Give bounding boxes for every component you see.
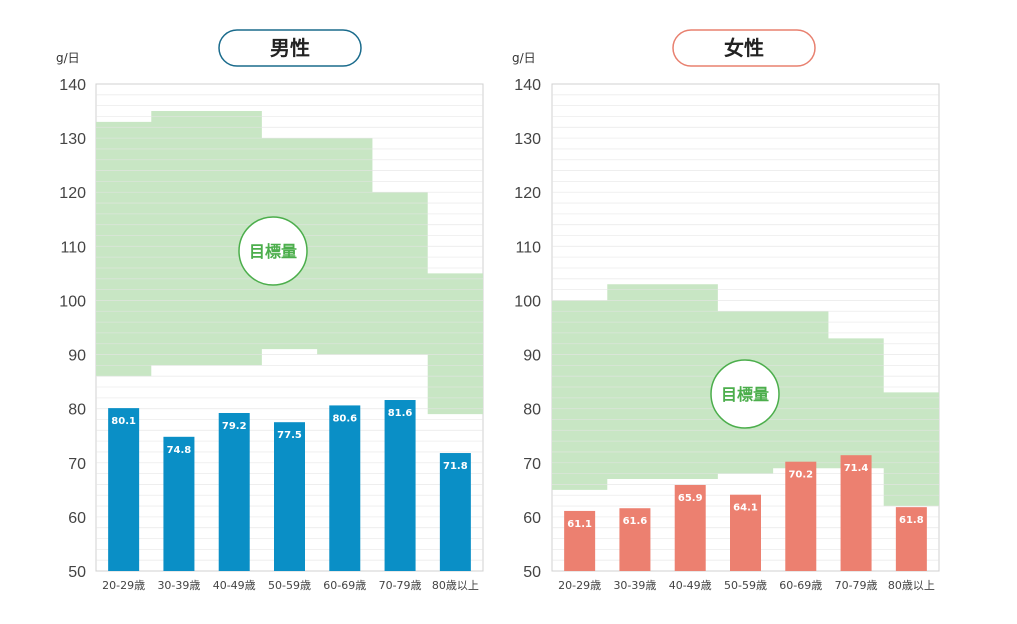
y-tick-label: 50 (68, 564, 86, 581)
y-tick-label: 80 (68, 402, 86, 419)
bar (619, 508, 651, 571)
data-label: 77.5 (277, 430, 302, 441)
data-label: 61.8 (899, 515, 924, 526)
bar (218, 412, 250, 571)
bar (439, 453, 471, 571)
category-label: 60-69歳 (323, 579, 366, 592)
y-tick-label: 110 (60, 239, 86, 256)
category-label: 60-69歳 (779, 579, 822, 592)
data-label: 61.1 (567, 519, 592, 530)
y-tick-label: 90 (68, 348, 86, 365)
target-band-label: 目標量 (721, 385, 769, 404)
y-tick-label: 140 (59, 77, 86, 94)
y-tick-label: 110 (515, 239, 541, 256)
target-band-badge (238, 216, 308, 286)
data-label: 74.8 (167, 445, 192, 456)
data-label: 80.6 (332, 413, 357, 424)
bar (329, 405, 361, 571)
y-tick-label: 60 (523, 510, 541, 527)
bar (730, 494, 761, 571)
y-tick-label: 70 (68, 456, 86, 473)
y-tick-label: 120 (59, 185, 86, 202)
category-label: 40-49歳 (669, 579, 712, 592)
chart-title-pill (218, 29, 362, 67)
chart-panel-female: 50 60 70 80 90 100 110 120 130 140 g/日 61.1 20-29歳 61… (512, 29, 940, 592)
data-label: 71.8 (443, 461, 468, 472)
chart-title: 女性 (724, 36, 764, 60)
y-tick-label: 60 (68, 510, 86, 527)
y-tick-label: 70 (523, 456, 541, 473)
y-tick-label: 50 (523, 564, 541, 581)
bar (163, 436, 195, 571)
data-label: 70.2 (788, 470, 813, 481)
data-label: 65.9 (678, 493, 703, 504)
bar (674, 484, 706, 571)
category-label: 50-59歳 (724, 579, 767, 592)
unit-label: g/日 (56, 51, 80, 65)
y-tick-label: 130 (514, 131, 541, 148)
bar (564, 510, 596, 571)
unit-label: g/日 (512, 51, 536, 65)
data-label: 80.1 (111, 416, 136, 427)
category-label: 70-79歳 (835, 579, 878, 592)
data-label: 64.1 (733, 503, 758, 514)
data-label: 79.2 (222, 421, 247, 432)
category-label: 50-59歳 (268, 579, 311, 592)
chart-panel-male: 50 60 70 80 90 100 110 120 130 140 g/日 80.1 20-29歳 74… (56, 29, 484, 592)
y-tick-label: 80 (523, 402, 541, 419)
data-label: 81.6 (388, 408, 413, 419)
category-label: 80歳以上 (432, 579, 479, 592)
category-label: 40-49歳 (213, 579, 256, 592)
y-tick-label: 100 (514, 293, 541, 310)
data-label: 61.6 (623, 516, 648, 527)
chart-title: 男性 (270, 36, 310, 60)
category-label: 20-29歳 (102, 579, 145, 592)
y-tick-label: 140 (514, 77, 541, 94)
category-label: 20-29歳 (558, 579, 601, 592)
bar (384, 400, 416, 571)
bar (274, 422, 305, 571)
chart-title-pill (672, 29, 816, 67)
y-tick-label: 120 (514, 185, 541, 202)
y-tick-label: 100 (59, 293, 86, 310)
target-band-label: 目標量 (249, 242, 297, 261)
category-label: 30-39歳 (613, 579, 656, 592)
bar (895, 507, 927, 571)
y-tick-label: 130 (59, 131, 86, 148)
category-label: 30-39歳 (157, 579, 200, 592)
target-band-badge (710, 359, 780, 429)
bar (108, 408, 140, 571)
bar (840, 455, 872, 571)
bar (785, 461, 817, 571)
data-label: 71.4 (844, 463, 869, 474)
y-tick-label: 90 (523, 348, 541, 365)
category-label: 80歳以上 (888, 579, 935, 592)
category-label: 70-79歳 (379, 579, 422, 592)
